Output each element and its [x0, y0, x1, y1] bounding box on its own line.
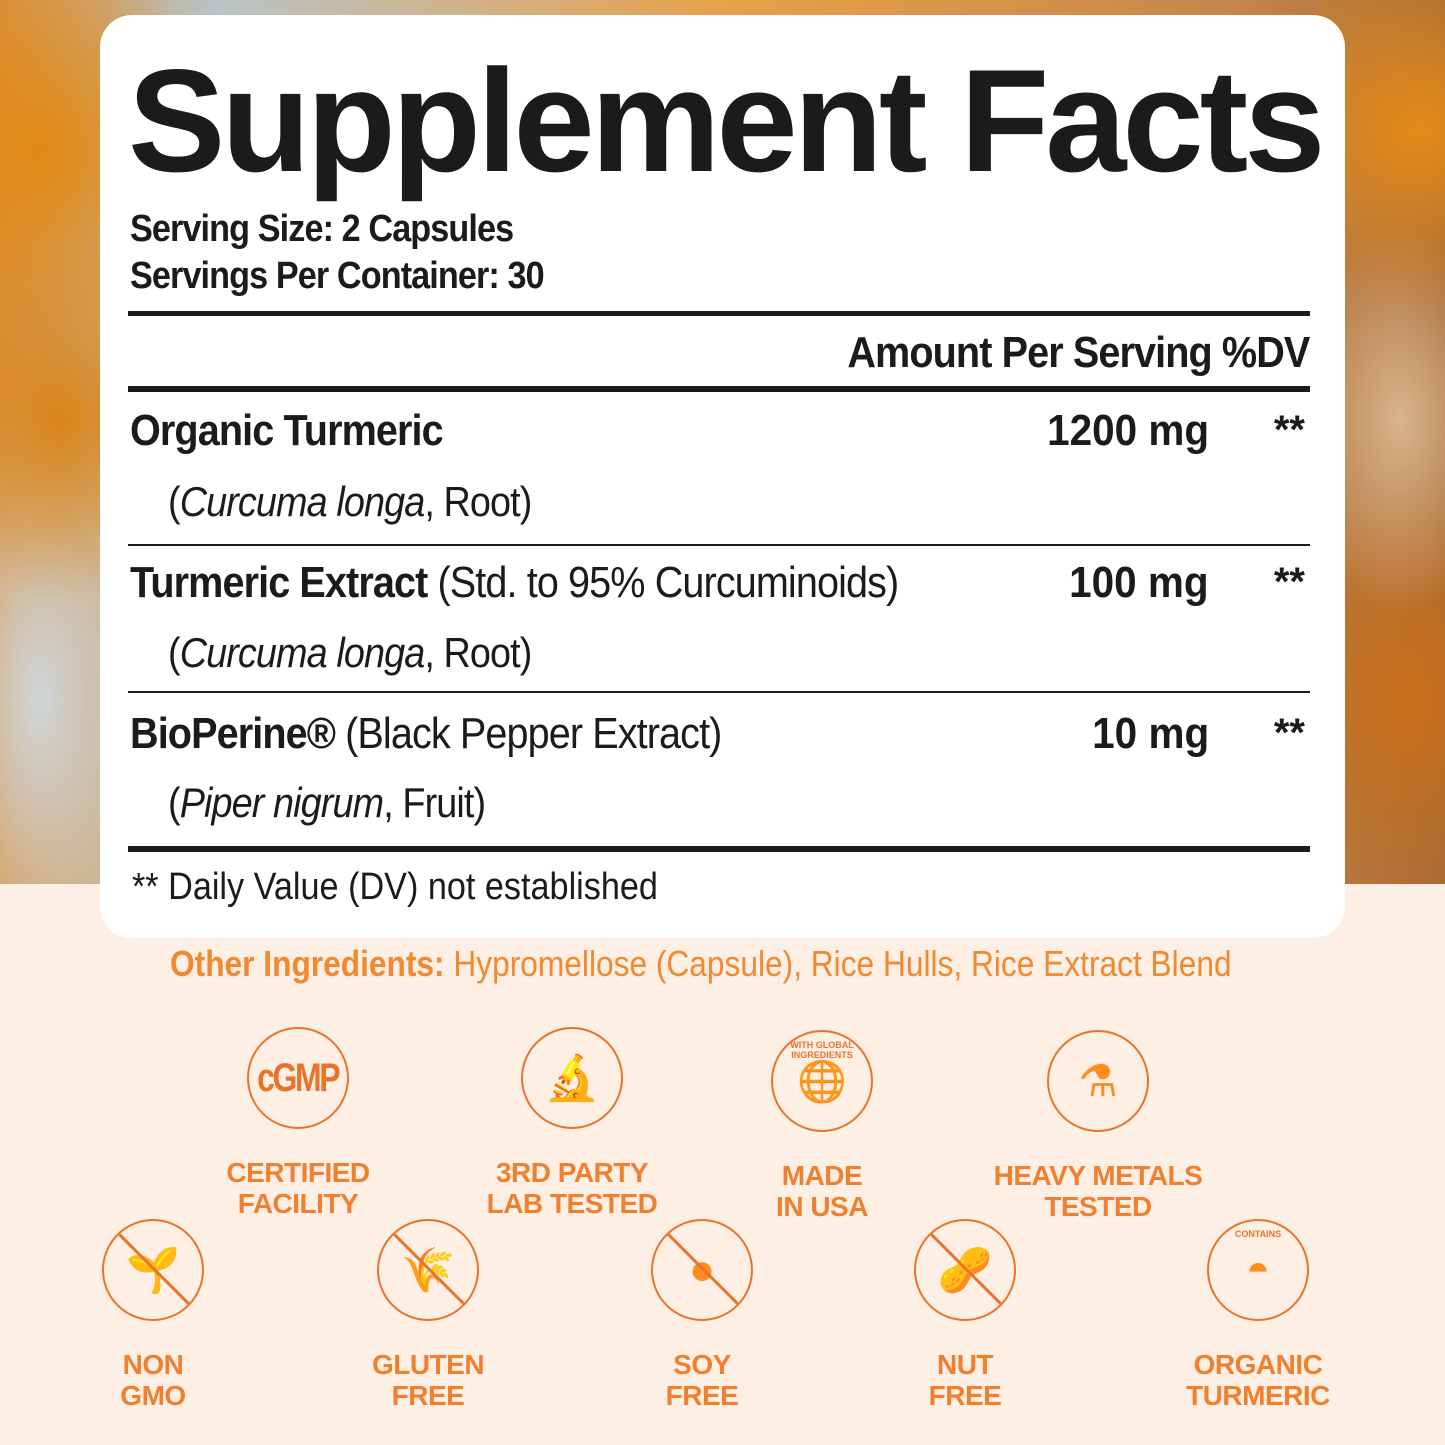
badge-label: GLUTEN FREE: [371, 1349, 485, 1411]
badge-label: NON GMO: [120, 1349, 186, 1411]
other-ingredients-value: Hypromellose (Capsule), Rice Hulls, Rice…: [444, 943, 1232, 984]
divider: [128, 311, 1310, 316]
badge-heavy-metals: ⚗ HEAVY METALS TESTED: [988, 1030, 1208, 1222]
ingredient-dv: **: [1273, 711, 1305, 755]
badge-label: SOY FREE: [665, 1349, 739, 1411]
ingredient-part: , Fruit): [383, 779, 486, 826]
no-nut-icon: 🥜: [914, 1219, 1016, 1321]
badge-organic: CONTAINS ◓ ORGANIC TURMERIC: [1148, 1219, 1368, 1411]
ingredient-name: Organic Turmeric: [130, 406, 444, 455]
badge-label: HEAVY METALS TESTED: [993, 1160, 1203, 1222]
microscope-icon: 🔬: [521, 1027, 623, 1129]
other-ingredients-label: Other Ingredients:: [170, 943, 445, 984]
serving-size: Serving Size: 2 Capsules: [130, 208, 514, 250]
ingredient-part: , Root): [424, 478, 532, 525]
column-header: Amount Per Serving %DV: [846, 328, 1310, 377]
ingredient-dv: **: [1273, 560, 1305, 604]
divider: [128, 846, 1310, 852]
no-soy-icon: ●: [651, 1219, 753, 1321]
dv-footnote: ** Daily Value (DV) not established: [132, 866, 658, 908]
ingredient-desc: (Std. to 95% Curcuminoids): [427, 558, 899, 607]
slash-icon: [660, 1226, 751, 1317]
badge-label: MADE IN USA: [776, 1160, 868, 1222]
badge-label: ORGANIC TURMERIC: [1186, 1349, 1330, 1411]
badge-label: CERTIFIED FACILITY: [226, 1157, 370, 1219]
ingredient-name: BioPerine®: [130, 709, 336, 758]
badge-label: NUT FREE: [928, 1349, 1002, 1411]
flask-check-icon: ⚗: [1047, 1030, 1149, 1132]
ingredient-amount: 10 mg: [1092, 709, 1209, 758]
panel-title: Supplement Facts: [128, 39, 1325, 202]
divider: [128, 691, 1310, 693]
ingredient-amount: 1200 mg: [1046, 406, 1209, 455]
badge-made: WITH GLOBAL INGREDIENTS 🌐 MADE IN USA: [712, 1030, 932, 1222]
divider: [128, 386, 1310, 392]
ingredient-latin: Piper nigrum: [179, 779, 384, 826]
badge-3rd-party: 🔬 3RD PARTY LAB TESTED: [462, 1027, 682, 1219]
servings-per-container: Servings Per Container: 30: [130, 255, 545, 297]
ingredient-latin: Curcuma longa: [179, 478, 426, 525]
ingredient-latin: Curcuma longa: [179, 629, 426, 676]
usa-globe-icon: WITH GLOBAL INGREDIENTS 🌐: [771, 1030, 873, 1132]
ingredient-dv: **: [1273, 408, 1305, 452]
no-gmo-icon: 🌱: [102, 1219, 204, 1321]
divider: [128, 544, 1310, 546]
badge-label: 3RD PARTY LAB TESTED: [486, 1157, 658, 1219]
supplement-facts-panel: [100, 15, 1345, 938]
ingredient-desc: (Black Pepper Extract): [335, 709, 722, 758]
ingredient-amount: 100 mg: [1069, 558, 1209, 607]
other-ingredients: Other Ingredients: Hypromellose (Capsule…: [170, 943, 1232, 985]
cgmp-icon: cGMP: [247, 1027, 349, 1129]
badge-certified: cGMP CERTIFIED FACILITY: [188, 1027, 408, 1219]
ingredient-name: Turmeric Extract: [130, 558, 428, 607]
no-gluten-icon: 🌾: [377, 1219, 479, 1321]
ingredient-part: , Root): [424, 629, 532, 676]
contains-turmeric-icon: CONTAINS ◓: [1207, 1219, 1309, 1321]
